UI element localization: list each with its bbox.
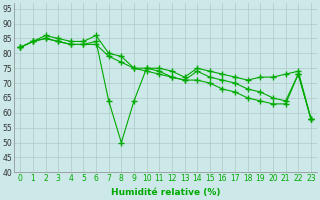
X-axis label: Humidité relative (%): Humidité relative (%) xyxy=(111,188,220,197)
